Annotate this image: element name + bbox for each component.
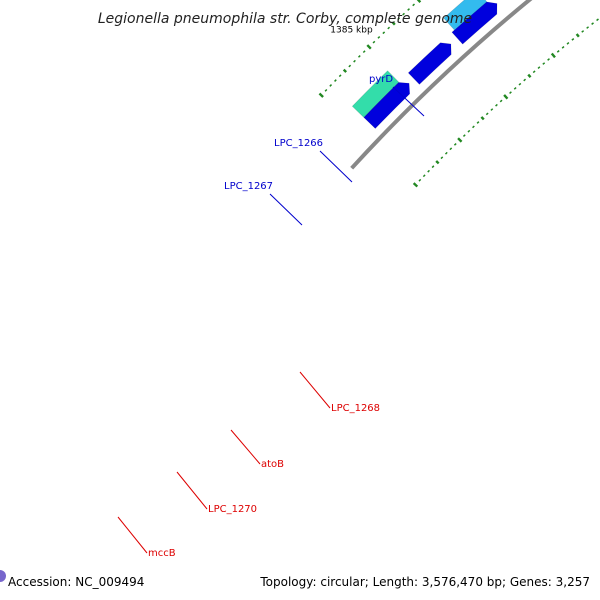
inner-tick xyxy=(509,91,512,94)
inner-tick xyxy=(542,62,546,65)
inner-tick xyxy=(566,42,570,45)
outer-tick xyxy=(412,3,415,7)
inner-tick xyxy=(449,147,453,151)
inner-tick xyxy=(476,121,480,124)
gene-label-atob: atoB xyxy=(261,459,284,470)
inner-tick xyxy=(480,116,485,121)
inner-tick xyxy=(495,103,498,107)
genome-summary-text: Topology: circular; Length: 3,576,470 bp… xyxy=(259,575,590,589)
outer-tick xyxy=(334,79,337,82)
outer-tick xyxy=(357,55,361,58)
gene-label-lpc_1268: LPC_1268 xyxy=(331,403,380,414)
inner-tick xyxy=(435,160,440,165)
outer-tick xyxy=(372,40,376,44)
rna-feature-block xyxy=(443,0,488,31)
inner-tick xyxy=(440,156,444,160)
inner-tick xyxy=(586,26,590,29)
forward-cds-block xyxy=(451,1,498,45)
inner-tick xyxy=(422,174,426,178)
inner-tick xyxy=(418,178,422,182)
outer-tick-ring xyxy=(318,0,422,98)
inner-tick xyxy=(591,22,594,25)
inner-tick xyxy=(427,169,430,173)
inner-tick xyxy=(462,134,466,137)
inner-tick xyxy=(444,151,448,155)
forward-cds-block xyxy=(363,82,411,129)
feature-tracks xyxy=(0,0,531,582)
inner-tick xyxy=(453,143,457,146)
forward-cds-block xyxy=(407,42,452,85)
outer-tick xyxy=(329,84,333,87)
gene-label-lpc_1270: LPC_1270 xyxy=(208,504,257,515)
outer-tick xyxy=(348,64,352,68)
outer-tick xyxy=(397,17,400,21)
outer-tick xyxy=(338,74,342,78)
gene-leader-line xyxy=(176,471,208,510)
outer-tick xyxy=(362,50,366,54)
gene-labels: pyrD LPC_1266 LPC_1267 LPC_1268 atoB LPC_1270… xyxy=(117,74,425,559)
inner-tick xyxy=(467,129,471,133)
inner-tick xyxy=(431,165,435,169)
inner-tick xyxy=(518,82,522,86)
outer-tick xyxy=(387,26,391,30)
inner-tick xyxy=(575,33,580,38)
gene-leader-line xyxy=(230,429,261,465)
inner-tick xyxy=(556,50,560,53)
inner-tick xyxy=(547,58,550,61)
inner-tick-ring xyxy=(412,18,599,188)
outer-tick xyxy=(318,92,324,98)
outer-tick xyxy=(402,12,405,16)
tick-label-1385: 1385 kbp xyxy=(330,26,373,36)
outer-tick xyxy=(342,68,348,73)
gene-label-lpc_1266: LPC_1266 xyxy=(274,138,323,149)
tick-labels: 1385 kbp1386 kbp1387 kbp1388 kbp1389 kbp… xyxy=(330,26,373,36)
outer-tick xyxy=(407,8,410,11)
gene-label-mccb: mccB xyxy=(148,548,176,559)
outer-tick xyxy=(353,59,356,63)
inner-tick xyxy=(561,46,565,49)
inner-tick xyxy=(527,73,532,78)
inner-tick xyxy=(571,38,575,41)
gene-label-pyrd: pyrD xyxy=(369,74,393,85)
map-title: Legionella pneumophila str. Corby, compl… xyxy=(98,11,472,27)
inner-tick xyxy=(523,78,527,82)
inner-tick xyxy=(581,30,585,33)
outer-tick xyxy=(324,88,328,92)
inner-tick xyxy=(550,52,556,59)
outer-tick xyxy=(377,36,381,39)
inner-tick xyxy=(485,112,489,116)
inner-tick xyxy=(499,99,503,103)
gene-label-lpc_1267: LPC_1267 xyxy=(224,181,273,192)
inner-tick xyxy=(513,87,517,90)
partial-feature-marker xyxy=(0,570,6,582)
outer-tick xyxy=(382,31,386,35)
gene-leader-line xyxy=(269,193,303,226)
outer-tick xyxy=(416,0,422,4)
outer-tick xyxy=(366,44,372,50)
inner-tick xyxy=(532,70,536,74)
outer-tick xyxy=(391,21,396,26)
inner-tick xyxy=(457,137,463,143)
inner-tick xyxy=(503,94,509,100)
accession-text: Accession: NC_009494 xyxy=(8,575,144,589)
inner-tick xyxy=(472,125,475,129)
inner-tick xyxy=(596,18,599,22)
gene-leader-line xyxy=(319,150,353,183)
inner-tick xyxy=(412,182,419,188)
gene-leader-line xyxy=(299,371,331,409)
gene-leader-line xyxy=(117,516,148,554)
gene-leader-line xyxy=(392,86,425,117)
rna-feature-block xyxy=(351,70,400,118)
inner-tick xyxy=(537,66,541,69)
inner-tick xyxy=(490,108,494,111)
genome-backbone xyxy=(350,0,533,170)
